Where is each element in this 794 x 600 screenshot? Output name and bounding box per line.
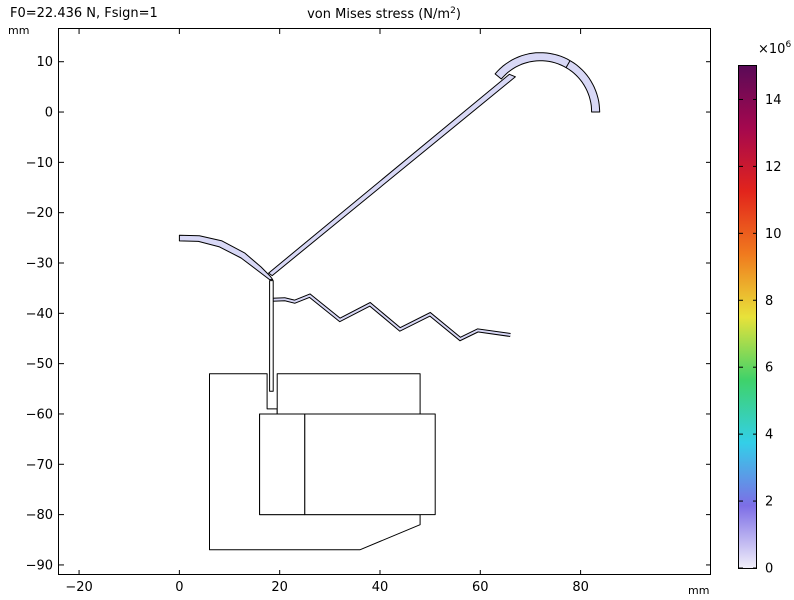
x-tick-label: −20	[65, 580, 92, 595]
inner-block-right	[305, 414, 435, 515]
colorbar-tick-label: 4	[765, 428, 773, 443]
y-tick-label: −30	[26, 257, 53, 272]
top-bar-right	[277, 374, 420, 414]
y-tick-label: −80	[26, 508, 53, 523]
x-tick-label: 20	[271, 580, 288, 595]
y-tick-label: −40	[26, 307, 53, 322]
y-tick-label: 10	[36, 55, 53, 70]
colorbar	[739, 66, 757, 569]
colorbar-tick-label: 12	[765, 160, 782, 175]
y-tick-label: −90	[26, 558, 53, 573]
y-tick-label: −70	[26, 458, 53, 473]
y-tick-label: −50	[26, 357, 53, 372]
x-tick-label: 80	[572, 580, 589, 595]
colorbar-tick-label: 14	[765, 93, 782, 108]
y-tick-label: −10	[26, 156, 53, 171]
inner-block-left	[260, 414, 305, 515]
colorbar-tick-label: 10	[765, 227, 782, 242]
x-axis-unit-label: mm	[688, 584, 709, 597]
x-tick-label: 60	[472, 580, 489, 595]
x-tick-label: 40	[372, 580, 389, 595]
colorbar-tick-label: 8	[765, 294, 773, 309]
vertical-flexure	[270, 281, 274, 392]
x-tick-label: 0	[175, 580, 183, 595]
colorbar-tick-label: 2	[765, 495, 773, 510]
colorbar-tick-label: 0	[765, 562, 773, 577]
plot-title: von Mises stress (N/m2)	[307, 6, 461, 22]
colorbar-tick-label: 6	[765, 361, 773, 376]
parameter-label: F0=22.436 N, Fsign=1	[10, 6, 158, 21]
colorbar-multiplier: ×106	[758, 40, 791, 57]
y-tick-label: 0	[45, 106, 53, 121]
y-tick-label: −20	[26, 206, 53, 221]
y-tick-label: −60	[26, 407, 53, 422]
y-axis-unit-label: mm	[8, 24, 29, 37]
